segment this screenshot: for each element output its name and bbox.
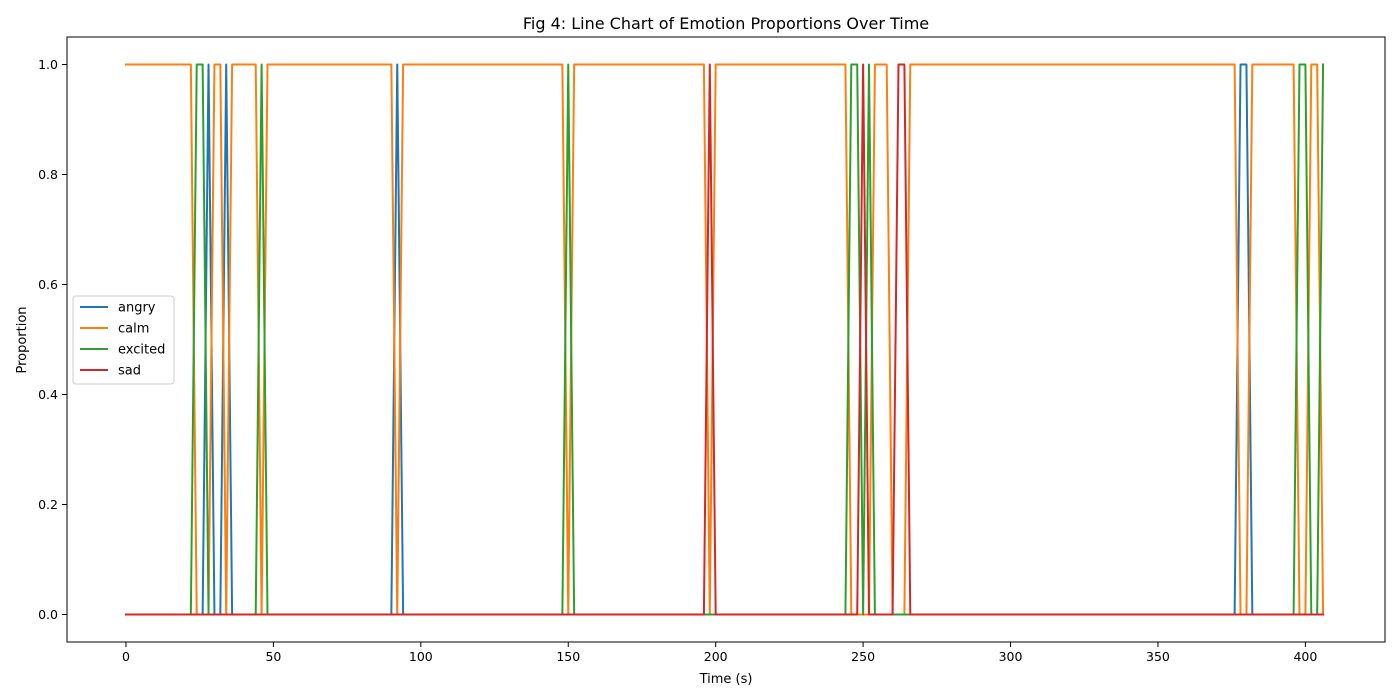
legend-box — [72, 295, 175, 385]
y-tick-label: 0.2 — [38, 497, 58, 512]
x-axis-label: Time (s) — [699, 672, 753, 687]
legend-label-excited: excited — [118, 343, 165, 358]
y-tick-label: 1.0 — [38, 57, 58, 72]
legend-label-calm: calm — [118, 322, 149, 337]
x-tick-label: 350 — [1146, 649, 1170, 664]
series-line-excited — [124, 63, 1325, 616]
x-tick-label: 0 — [122, 649, 130, 664]
y-axis-label: Proportion — [15, 306, 30, 373]
legend: angry calm excited sad — [72, 295, 175, 385]
x-tick-label: 400 — [1293, 649, 1317, 664]
y-axis-ticks: 0.0 0.2 0.4 0.6 0.8 1.0 — [38, 57, 67, 622]
series-line-angry — [124, 63, 1325, 616]
y-tick-label: 0.8 — [38, 167, 58, 182]
y-tick-label: 0.6 — [38, 277, 58, 292]
x-tick-label: 150 — [556, 649, 580, 664]
plot-frame — [66, 36, 1386, 643]
x-tick-label: 250 — [851, 649, 875, 664]
y-tick-label: 0.4 — [38, 387, 58, 402]
x-tick-label: 300 — [999, 649, 1023, 664]
x-axis-ticks: 0 50 100 150 200 250 300 350 400 — [122, 642, 1317, 664]
legend-items: angry calm excited sad — [80, 301, 165, 379]
legend-label-angry: angry — [118, 301, 156, 316]
x-tick-label: 100 — [409, 649, 433, 664]
legend-label-sad: sad — [118, 364, 141, 379]
series-line-calm — [124, 63, 1325, 616]
series-line-sad — [124, 63, 1325, 616]
plot-lines — [124, 63, 1325, 616]
y-tick-label: 0.0 — [38, 607, 58, 622]
x-tick-label: 50 — [265, 649, 281, 664]
x-tick-label: 200 — [704, 649, 728, 664]
chart-title: Fig 4: Line Chart of Emotion Proportions… — [523, 14, 929, 33]
